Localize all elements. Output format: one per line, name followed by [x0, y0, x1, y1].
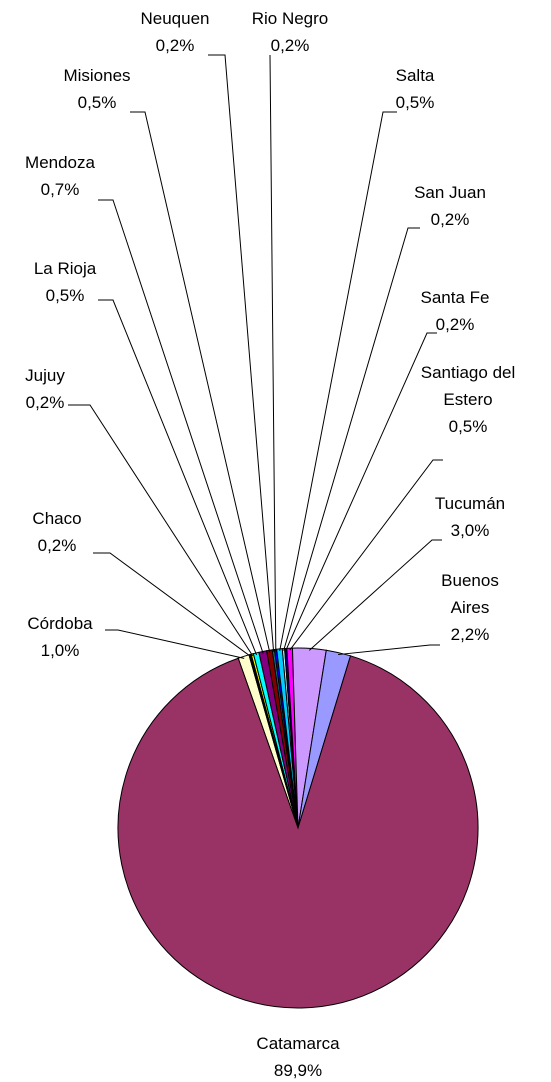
category-name: Córdoba — [27, 613, 93, 633]
category-name: Salta — [395, 65, 435, 85]
category-name: San Juan — [414, 182, 486, 202]
slice-label: Misiones 0,5% — [47, 62, 147, 116]
value-label: 0,7% — [40, 179, 80, 199]
category-name: Jujuy — [25, 365, 65, 385]
category-name: Santa Fe — [420, 287, 490, 307]
slice-label: La Rioja 0,5% — [20, 255, 110, 309]
category-name: Buenos Aires — [441, 570, 499, 617]
value-label: 0,2% — [155, 35, 195, 55]
value-label: 0,5% — [77, 92, 117, 112]
leader-line — [105, 629, 245, 659]
leader-line — [98, 199, 264, 654]
leader-line — [283, 227, 420, 651]
category-name: Chaco — [32, 508, 82, 528]
leader-line — [130, 111, 271, 653]
leader-line — [98, 299, 258, 656]
slice-label: Catamarca 89,9% — [238, 1030, 358, 1082]
category-name: La Rioja — [33, 258, 97, 278]
slice-label: Santa Fe 0,2% — [410, 284, 500, 338]
value-label: 0,5% — [448, 416, 488, 436]
value-label: 1,0% — [40, 640, 80, 660]
leader-line — [68, 404, 254, 657]
category-name: Neuquen — [140, 8, 210, 28]
category-name: Tucumán — [434, 493, 506, 513]
leader-line — [93, 552, 251, 657]
leader-line — [337, 644, 440, 656]
slice-label: Jujuy 0,2% — [5, 362, 85, 416]
category-name: Misiones — [63, 65, 131, 85]
value-label: 3,0% — [450, 520, 490, 540]
slice-label: San Juan 0,2% — [400, 179, 500, 233]
value-label: 0,2% — [25, 392, 65, 412]
category-name: Catamarca — [256, 1033, 340, 1053]
slice-label: Neuquen 0,2% — [125, 5, 225, 59]
slice-label: Santiago del Estero 0,5% — [408, 359, 528, 440]
leader-line — [285, 332, 437, 651]
value-label: 0,5% — [45, 285, 85, 305]
value-label: 0,2% — [435, 314, 475, 334]
slice-label: Córdoba 1,0% — [5, 610, 115, 664]
value-label: 0,2% — [37, 535, 77, 555]
slice-label: Rio Negro 0,2% — [240, 5, 340, 59]
leader-line — [269, 54, 277, 652]
category-name: Mendoza — [25, 152, 95, 172]
category-name: Rio Negro — [251, 8, 329, 28]
slice-label: Chaco 0,2% — [17, 505, 97, 559]
leader-line — [279, 111, 397, 652]
slice-label: Salta 0,5% — [375, 62, 455, 116]
value-label: 2,2% — [450, 624, 490, 644]
value-label: 89,9% — [273, 1060, 323, 1080]
value-label: 0,5% — [395, 92, 435, 112]
category-name: Santiago del Estero — [420, 362, 516, 409]
slice-label: Buenos Aires 2,2% — [430, 567, 510, 648]
slice-label: Mendoza 0,7% — [10, 149, 110, 203]
value-label: 0,2% — [270, 35, 310, 55]
leader-line — [308, 539, 442, 651]
leader-line — [208, 54, 275, 652]
leader-line — [289, 459, 443, 651]
value-label: 0,2% — [430, 209, 470, 229]
slice-label: Tucumán 3,0% — [425, 490, 515, 544]
pie-slice — [117, 655, 479, 1009]
